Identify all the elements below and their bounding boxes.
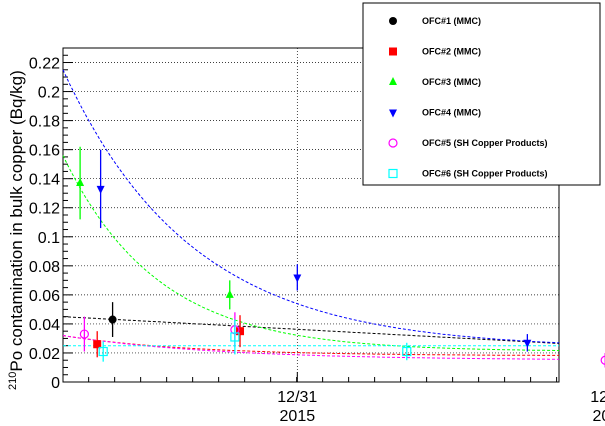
data-point xyxy=(96,185,105,194)
legend-label: OFC#4 (MMC) xyxy=(422,108,481,118)
x-axis: 12/31 2015 12/31 2016 xyxy=(88,372,605,425)
y-tick-label: 0.12 xyxy=(29,201,60,218)
fit-curve xyxy=(62,69,560,344)
y-tick-label: 0.16 xyxy=(29,143,60,160)
y-tick-label: 0.08 xyxy=(29,259,60,276)
data-point xyxy=(236,327,245,336)
legend-label: OFC#3 (MMC) xyxy=(422,77,481,87)
y-tick-label: 0 xyxy=(51,375,60,392)
y-tick-label: 0.02 xyxy=(29,346,60,363)
y-axis-label: 210Po contamination in bulk copper (Bq/k… xyxy=(7,70,26,390)
legend-label: OFC#1 (MMC) xyxy=(422,16,481,26)
data-points xyxy=(76,146,605,368)
y-tick-label: 0.22 xyxy=(29,56,60,73)
fit-curve xyxy=(62,155,559,351)
y-axis-label-main: Po contamination in bulk copper (Bq/kg) xyxy=(7,70,26,371)
y-tick-label: 0.14 xyxy=(29,172,60,189)
legend-label: OFC#5 (SH Copper Products) xyxy=(422,138,548,148)
data-point xyxy=(79,329,89,339)
fit-curves xyxy=(62,69,560,360)
data-point xyxy=(225,289,234,298)
y-tick-label: 0.06 xyxy=(29,288,60,305)
fit-curve xyxy=(62,316,560,344)
legend-marker xyxy=(389,17,397,25)
data-point xyxy=(93,340,102,349)
x-tick-label-date: 12/31 xyxy=(277,389,317,406)
y-tick-label: 0.2 xyxy=(38,85,60,102)
y-tick-label: 0.1 xyxy=(38,230,60,247)
data-point xyxy=(230,332,240,342)
legend-label: OFC#6 (SH Copper Products) xyxy=(422,169,548,179)
legend-marker xyxy=(389,109,397,118)
legend: OFC#1 (MMC) OFC#2 (MMC) OFC#3 (MMC) OFC#4 (… xyxy=(362,2,601,186)
legend-marker xyxy=(389,47,397,56)
data-point xyxy=(523,339,532,348)
data-point xyxy=(293,274,302,283)
data-point xyxy=(76,178,85,187)
data-point xyxy=(600,355,605,365)
legend-marker xyxy=(388,168,398,179)
x-tick-label-year: 2016 xyxy=(593,408,605,425)
y-tick-label: 0.04 xyxy=(29,317,60,334)
legend-marker xyxy=(389,77,397,85)
y-tick-label: 0.18 xyxy=(29,114,60,131)
x-tick-label-date: 12/31 xyxy=(590,389,605,406)
data-point xyxy=(98,346,108,357)
data-point xyxy=(402,346,412,357)
legend-box xyxy=(362,2,601,186)
data-point xyxy=(108,315,117,324)
legend-marker xyxy=(388,138,398,148)
legend-label: OFC#2 (MMC) xyxy=(422,47,481,57)
y-axis: 0 0.02 0.04 0.06 0.08 0.1 0.12 0.14 0.16 0.18 0.2 0… xyxy=(29,54,73,392)
x-tick-label-year: 2015 xyxy=(280,408,316,425)
y-axis-label-sup: 210 xyxy=(7,372,19,390)
